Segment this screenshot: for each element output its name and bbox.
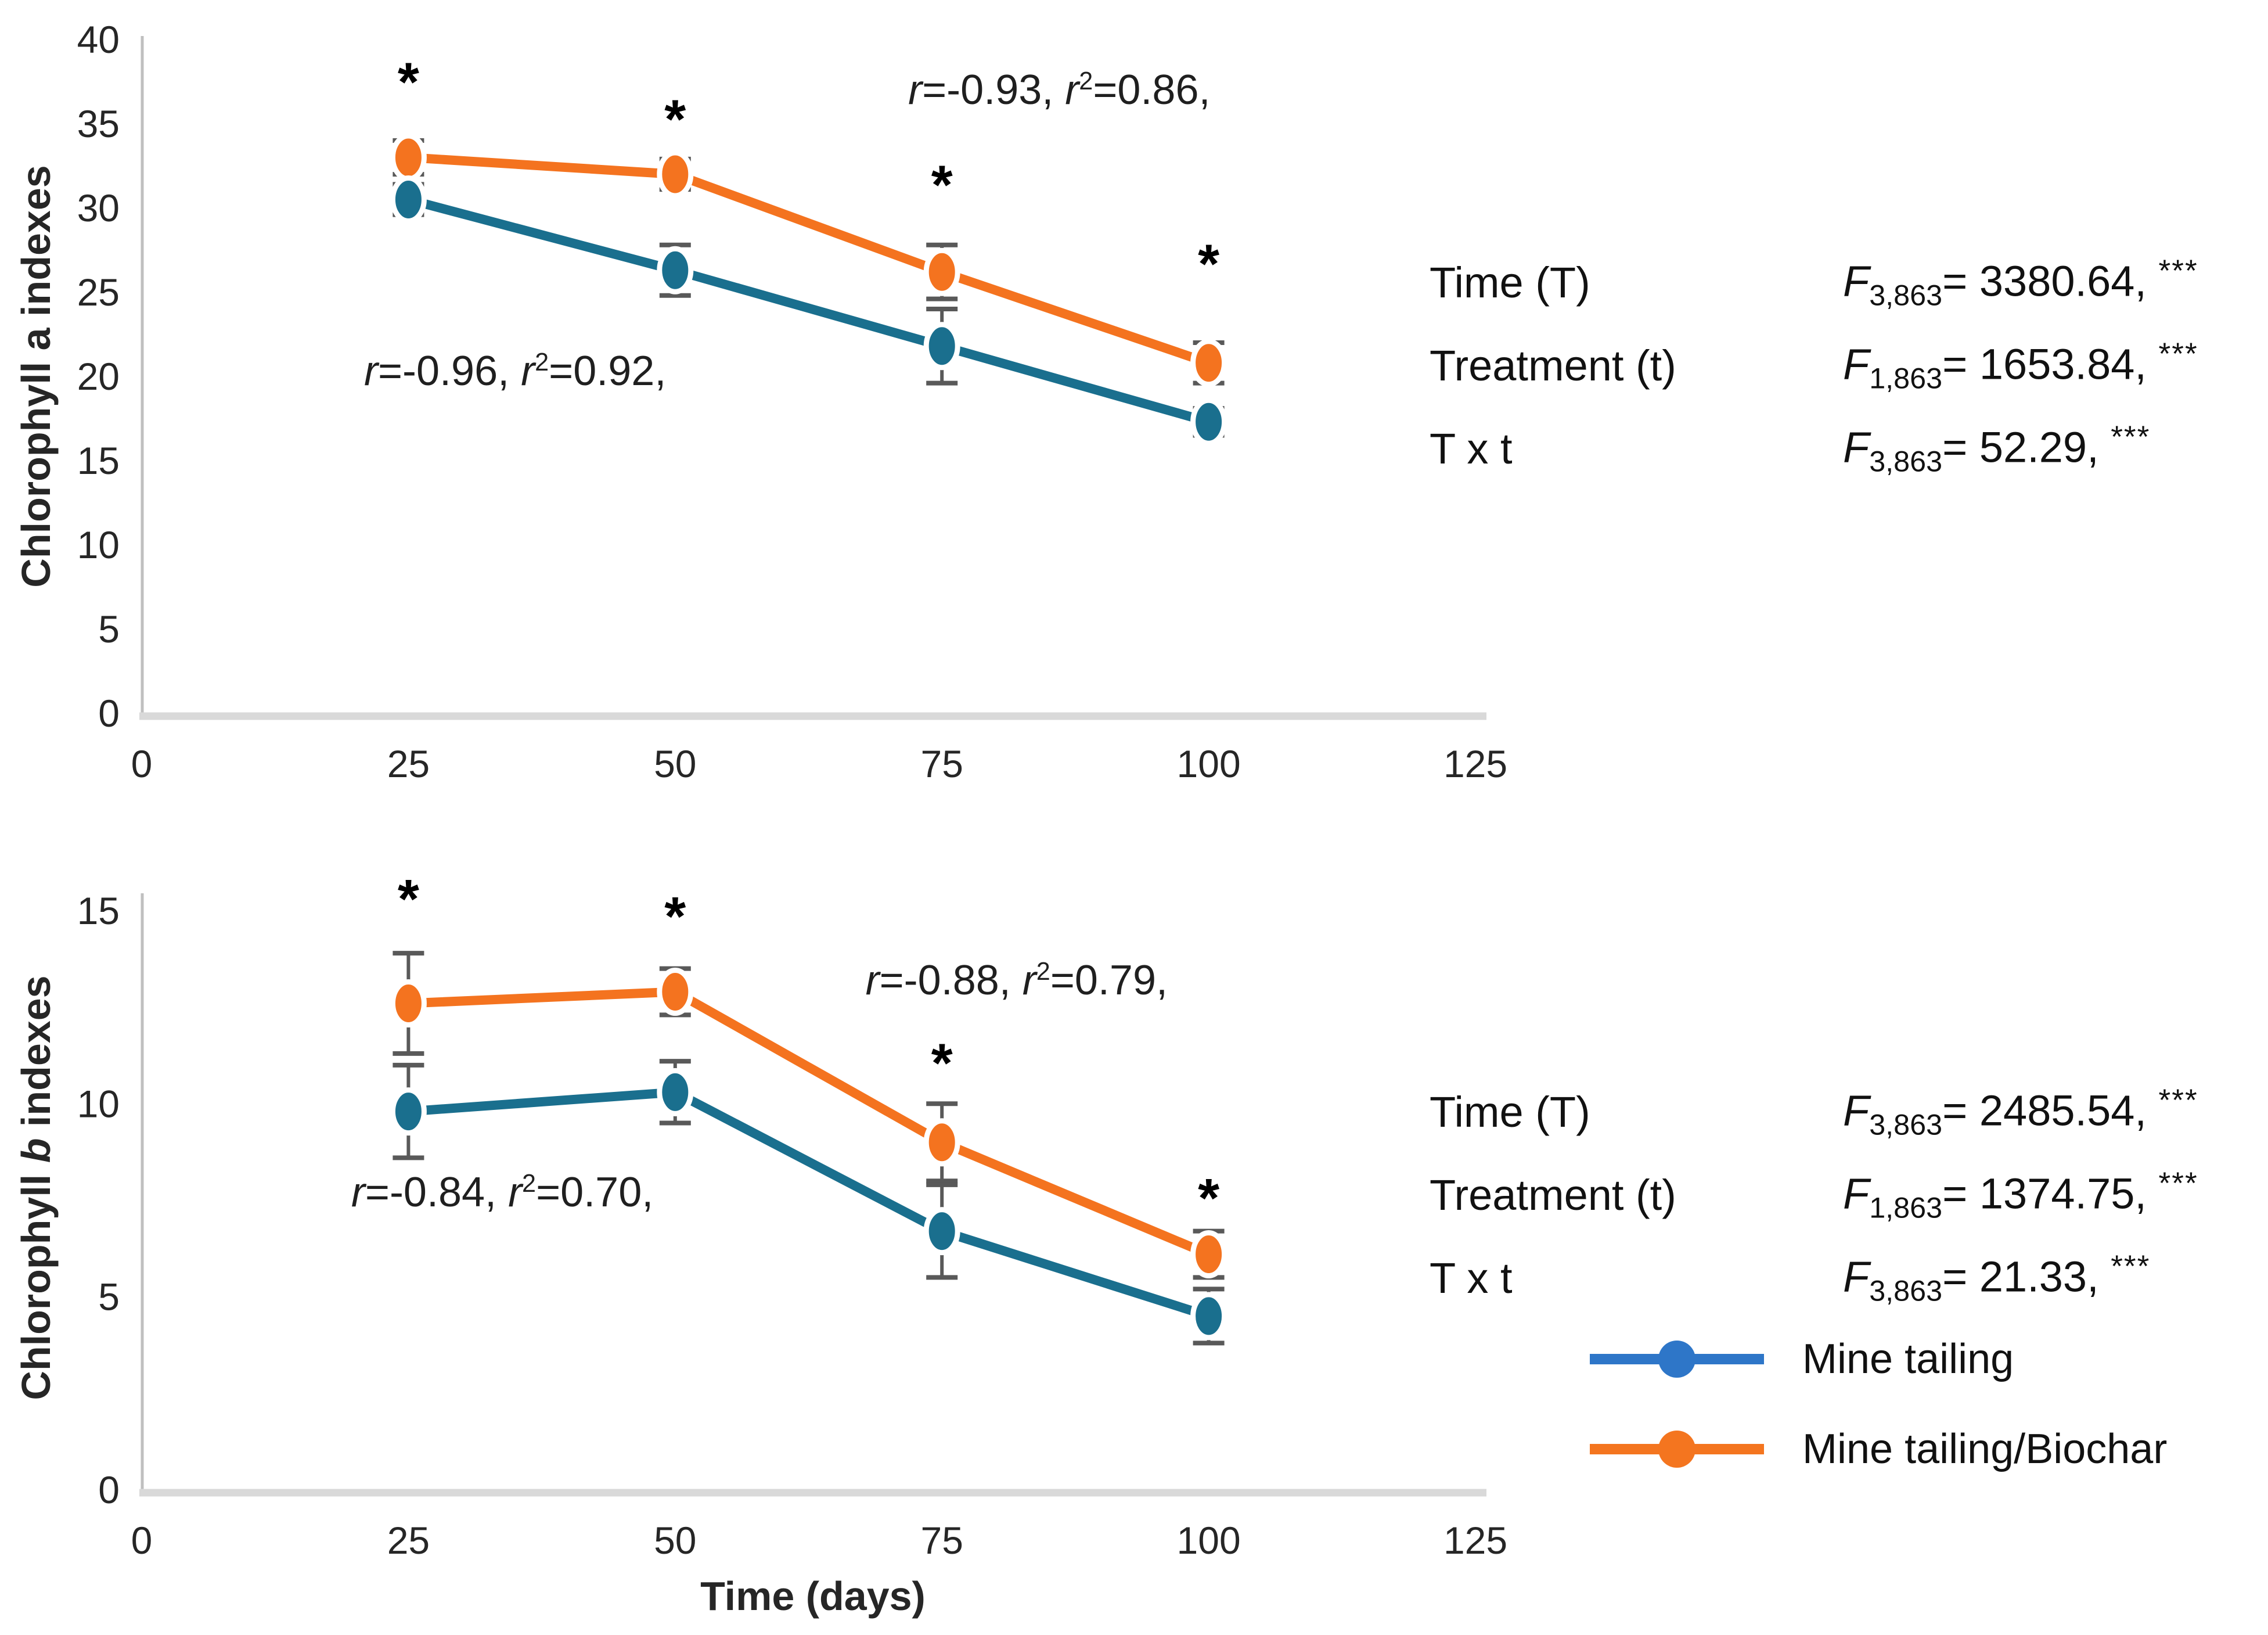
y-tick-label: 20 xyxy=(77,355,120,398)
data-point-mine-tailing-biochar xyxy=(390,133,427,182)
data-point-mine-tailing-biochar xyxy=(657,150,694,199)
stats-row: T x t F3,863= 21.33, *** xyxy=(1430,1237,2260,1320)
stats-f-value: F3,863= 52.29, *** xyxy=(1843,419,2151,478)
stats-f-value: F3,863= 21.33, *** xyxy=(1843,1249,2151,1307)
data-point-mine-tailing-biochar xyxy=(923,247,960,296)
significance-star: * xyxy=(664,886,686,947)
stats-factor-label: T x t xyxy=(1430,425,1513,473)
y-tick-label: 0 xyxy=(98,1468,120,1511)
x-tick-label: 0 xyxy=(131,1519,153,1562)
data-point-mine-tailing xyxy=(657,246,694,294)
x-tick-label: 50 xyxy=(654,742,696,785)
stats-row: Time (T) F3,863= 2485.54, *** xyxy=(1430,1070,2260,1154)
legend-label: Mine tailing/Biochar xyxy=(1802,1425,2168,1472)
x-tick-label: 25 xyxy=(387,742,430,785)
y-axis-title-text: Chlorophyll xyxy=(13,350,59,588)
chart-chlorophyll-b: 0 5 10 15 0 25 50 75 100 125 * * * * xyxy=(77,868,1507,1562)
y-axis-title-text: indexes xyxy=(13,975,59,1138)
y-tick-label: 40 xyxy=(77,18,120,61)
stats-factor-label: Treatment (t) xyxy=(1430,342,1676,390)
y-tick-label: 5 xyxy=(98,608,120,651)
series-line-mine-tailing-biochar xyxy=(408,153,1211,368)
stats-row: T x t F3,863= 52.29, *** xyxy=(1430,407,2260,490)
x-tick-label: 75 xyxy=(920,742,963,785)
stats-f-value: F3,863= 3380.64, *** xyxy=(1843,253,2198,312)
y-tick-label: 25 xyxy=(77,271,120,314)
y-axis-title-chlorophyll-b: Chlorophyll b indexes xyxy=(13,975,59,1400)
y-tick-label: 35 xyxy=(77,102,120,145)
x-tick-label: 50 xyxy=(654,1519,696,1562)
y-tick-label: 10 xyxy=(77,523,120,566)
x-tick-label: 125 xyxy=(1443,1519,1507,1562)
data-point-mine-tailing-biochar xyxy=(390,979,427,1027)
correlation-annotation: r=-0.88, r2=0.79, xyxy=(865,957,1168,1004)
data-point-mine-tailing xyxy=(1190,397,1227,446)
significance-star: * xyxy=(1198,233,1219,295)
y-axis-title-letter: a xyxy=(13,328,59,351)
significance-star: * xyxy=(398,868,419,930)
y-axis-title-text: indexes xyxy=(13,165,59,328)
stats-row: Treatment (t) F1,863= 1653.84, *** xyxy=(1430,324,2260,407)
stats-factor-label: Time (T) xyxy=(1430,1088,1590,1136)
significance-star: * xyxy=(1198,1167,1219,1229)
data-point-mine-tailing xyxy=(657,1068,694,1116)
y-tick-label: 10 xyxy=(77,1082,120,1125)
correlation-annotation: r=-0.96, r2=0.92, xyxy=(363,348,667,395)
y-axis-title-chlorophyll-a: Chlorophyll a indexes xyxy=(13,165,59,587)
x-tick-label: 25 xyxy=(387,1519,430,1562)
stats-f-value: F1,863= 1653.84, *** xyxy=(1843,336,2198,395)
data-point-mine-tailing xyxy=(923,1207,960,1256)
x-tick-label: 125 xyxy=(1443,742,1507,785)
stats-factor-label: Treatment (t) xyxy=(1430,1171,1676,1219)
data-point-mine-tailing-biochar xyxy=(1190,339,1227,387)
stats-factor-label: Time (T) xyxy=(1430,258,1590,307)
data-point-mine-tailing xyxy=(1190,1292,1227,1341)
stats-f-value: F1,863= 1374.75, *** xyxy=(1843,1166,2198,1224)
significance-star: * xyxy=(931,154,953,215)
data-point-mine-tailing-biochar xyxy=(1190,1230,1227,1279)
correlation-annotation: r=-0.84, r2=0.70, xyxy=(351,1169,654,1216)
y-tick-label: 15 xyxy=(77,439,120,482)
y-tick-label: 5 xyxy=(98,1275,120,1318)
data-point-mine-tailing xyxy=(390,175,427,224)
series-line-mine-tailing xyxy=(408,1087,1211,1321)
significance-star: * xyxy=(664,88,686,150)
significance-star: * xyxy=(398,52,419,113)
y-tick-label: 15 xyxy=(77,889,120,932)
stats-block-chlorophyll-a: Time (T) F3,863= 3380.64, *** Treatment (t… xyxy=(1430,241,2260,490)
y-axis-title-text: Chlorophyll xyxy=(13,1163,59,1400)
legend: Mine tailing Mine tailing/Biochar xyxy=(1584,1314,2167,1494)
y-tick-label: 0 xyxy=(98,692,120,735)
data-point-mine-tailing xyxy=(390,1087,427,1136)
stats-row: Treatment (t) F1,863= 1374.75, *** xyxy=(1430,1154,2260,1237)
data-point-mine-tailing xyxy=(923,322,960,371)
y-axis-title-letter: b xyxy=(13,1138,59,1163)
stats-f-value: F3,863= 2485.54, *** xyxy=(1843,1083,2198,1141)
significance-star: * xyxy=(931,1033,953,1094)
x-tick-label: 0 xyxy=(131,742,153,785)
y-tick-label: 30 xyxy=(77,186,120,229)
legend-item-mine-tailing: Mine tailing xyxy=(1584,1314,2167,1404)
legend-label: Mine tailing xyxy=(1802,1335,2014,1382)
data-point-mine-tailing-biochar xyxy=(923,1118,960,1167)
x-axis-title: Time (days) xyxy=(700,1573,926,1619)
x-tick-label: 100 xyxy=(1177,742,1241,785)
x-tick-label: 100 xyxy=(1177,1519,1241,1562)
legend-marker-mine-tailing-biochar-icon xyxy=(1590,1430,1764,1468)
legend-item-mine-tailing-biochar: Mine tailing/Biochar xyxy=(1584,1404,2167,1494)
correlation-annotation: r=-0.93, r2=0.86, xyxy=(908,67,1211,113)
data-point-mine-tailing-biochar xyxy=(657,968,694,1016)
chart-chlorophyll-a: 0 5 10 15 20 25 30 35 40 0 25 50 75 100 125 * * * * xyxy=(77,18,1507,785)
series-line-mine-tailing-biochar xyxy=(408,987,1211,1259)
stats-block-chlorophyll-b: Time (T) F3,863= 2485.54, *** Treatment (t… xyxy=(1430,1070,2260,1320)
x-tick-label: 75 xyxy=(920,1519,963,1562)
stats-factor-label: T x t xyxy=(1430,1254,1513,1302)
legend-marker-mine-tailing-icon xyxy=(1590,1340,1764,1378)
series-line-mine-tailing xyxy=(407,195,1210,426)
stats-row: Time (T) F3,863= 3380.64, *** xyxy=(1430,241,2260,324)
